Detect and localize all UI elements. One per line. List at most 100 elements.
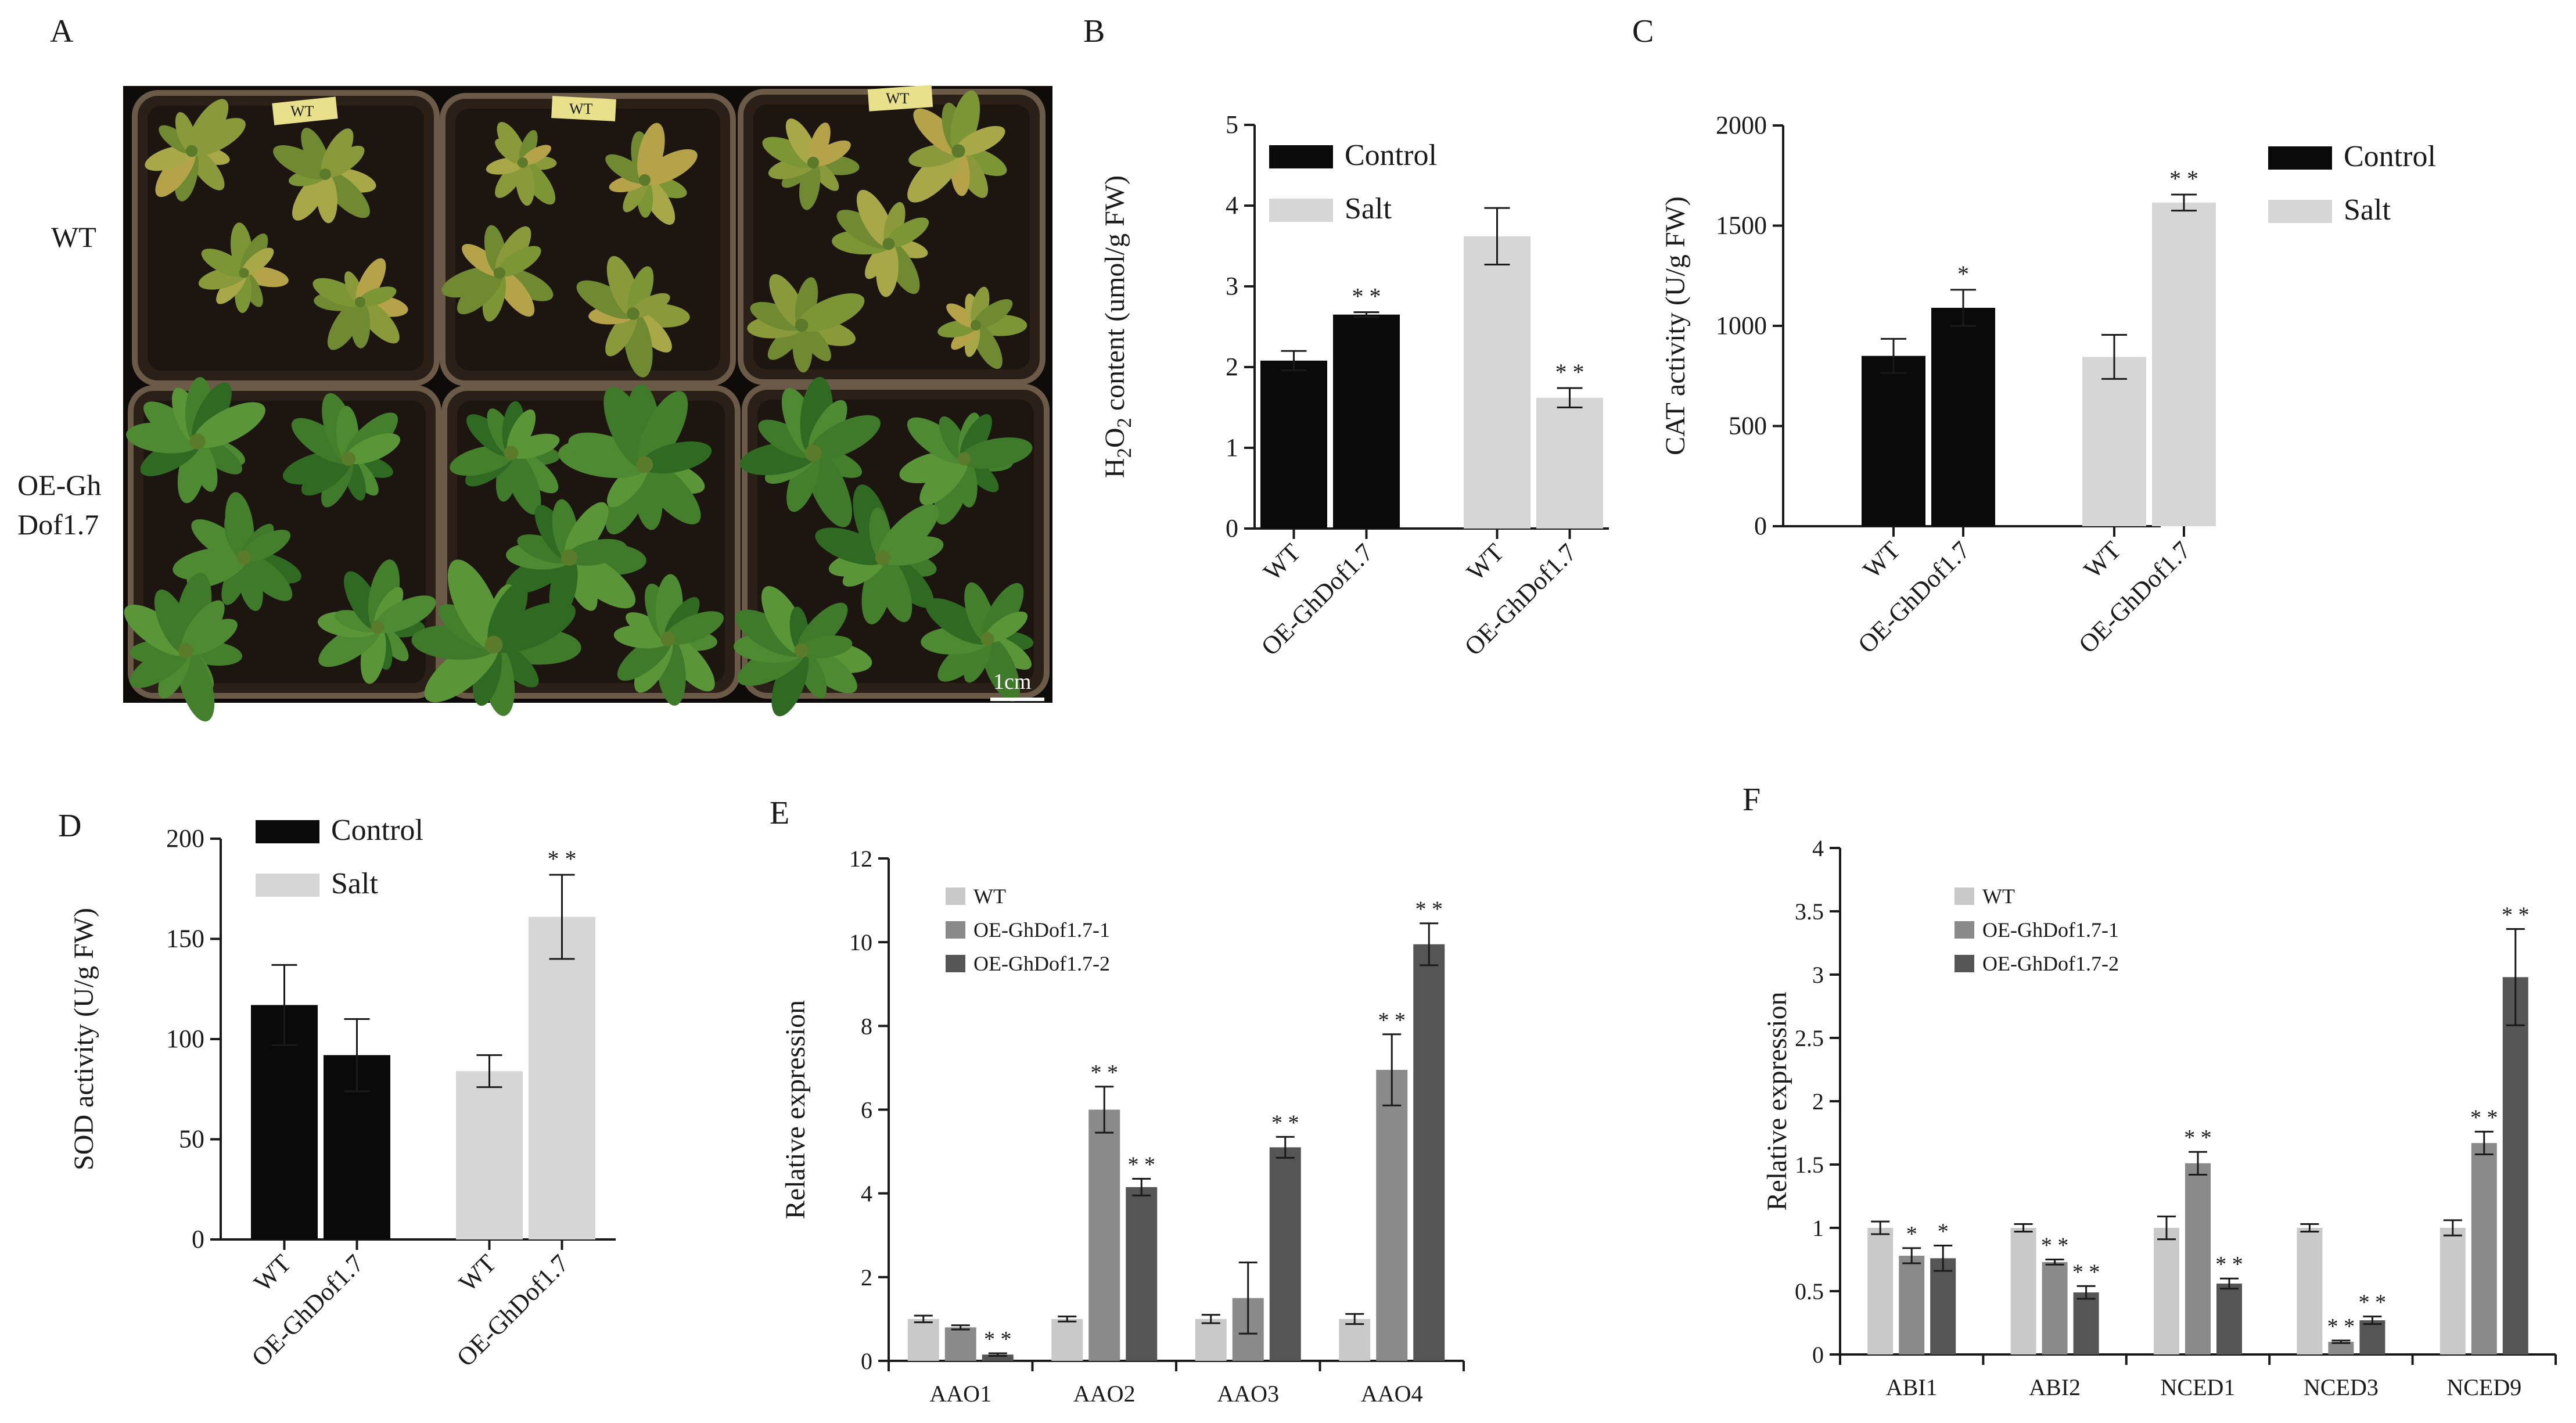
leaf [497,246,541,277]
y-tick-label: 0 [1754,512,1767,540]
y-axis-label: H2O2 content (umol/g FW) [1100,175,1136,478]
legend-swatch [946,887,965,905]
bar [2154,1228,2179,1354]
rosette-center [561,549,578,566]
leaf [374,595,436,633]
significance-mark: * [1906,1222,1917,1246]
y-tick-label: 3 [1226,272,1238,300]
y-tick-label: 3 [1812,962,1824,988]
leaf [811,140,851,167]
bar [1126,1187,1158,1361]
legend-swatch [1955,921,1974,939]
significance-mark: * * [548,846,577,872]
significance-mark: * * [2184,1126,2212,1150]
panel-a: A WT OE-Gh Dof1.7 WT WT WT 1cm [17,13,1052,722]
y-tick-label: 0 [192,1225,204,1253]
bar [2216,1283,2242,1354]
rosette-center [638,174,651,186]
leaf [327,299,365,350]
legend-swatch [1269,199,1333,222]
chart-f: F 0 0.5 1 1.5 2 2.5 3 3.5 4 Relative expression * * A… [1743,782,2557,1400]
significance-mark: * * [1415,897,1443,922]
y-tick-label: 4 [1812,835,1824,861]
rosette-center [239,268,249,278]
x-tick-label: ABI2 [2029,1374,2081,1400]
bar [2297,1228,2323,1354]
chart-e: E 0 2 4 6 8 10 12 Relative expression * * AAO1 * * *… [770,795,1465,1407]
bar [907,1318,939,1361]
leaf [346,433,400,465]
panel-letter: C [1632,13,1654,49]
leaf [506,409,536,456]
leaf [312,278,363,307]
legend-label: OE-GhDof1.7-1 [973,918,1110,942]
legend-swatch [1955,955,1974,972]
leaf [521,145,551,166]
svg-text:WT: WT [290,103,314,120]
y-tick-label: 0.5 [1795,1278,1824,1305]
bar [1088,1109,1120,1361]
significance-mark: * * [1378,1008,1406,1033]
legend-label: Salt [1345,192,1392,225]
leaf [664,611,724,645]
leaf [631,293,670,318]
leaf [786,450,820,512]
significance-mark: * * [2215,1252,2243,1277]
legend-swatch [1955,887,1974,905]
pot-label-2: WT [551,96,616,121]
leaf [961,437,1033,469]
leaf [322,145,365,178]
y-axis-label: CAT activity (U/g FW) [1660,196,1691,455]
legend-swatch [946,955,965,972]
leaf [809,415,881,460]
rosette-center [341,451,356,466]
bar [529,917,595,1239]
leaf [193,402,265,448]
y-axis-label-part: 2 [1113,448,1136,458]
y-tick-label: 0 [1226,514,1238,542]
bar [2471,1142,2497,1354]
bar [2073,1292,2099,1354]
rosette-center [178,642,194,659]
rosette-center [627,307,639,320]
leaf [886,217,929,248]
bar [2185,1163,2211,1354]
significance-mark: * * [2470,1105,2498,1130]
rosette-center [957,452,971,466]
y-tick-label: 0 [1812,1342,1824,1368]
leaf [568,432,649,474]
bar [982,1354,1014,1361]
y-tick-label: 6 [861,1097,872,1123]
rosette-center [660,631,676,646]
x-tick-label: WT [454,1249,502,1297]
y-tick-label: 0 [861,1348,872,1374]
panel-letter: D [58,808,81,844]
x-tick-label: WT [1461,538,1510,586]
bar [1930,1258,1956,1354]
significance-mark: * * [1555,359,1585,385]
bar [1413,944,1445,1361]
pot-label-1: WT [272,96,338,125]
rosette-center [517,157,529,168]
significance-mark: * [1938,1220,1949,1244]
x-tick-label: WT [1858,536,1906,584]
rosette-center [882,238,895,250]
y-tick-label: 1000 [1716,311,1767,340]
legend-swatch [946,921,965,939]
legend-swatch [1269,145,1333,168]
scale-bar-label: 1cm [993,670,1031,694]
legend-swatch [256,874,319,897]
significance-mark: * * [2359,1291,2387,1315]
leaf [925,598,991,645]
leaf [637,391,688,469]
leaf [508,433,560,459]
rosette-center [504,445,519,461]
bar [1867,1228,1894,1354]
rosette-center [236,550,252,565]
leaf [879,536,944,566]
leaf [519,130,538,164]
rosette-center [484,635,503,654]
leaf [627,266,654,317]
